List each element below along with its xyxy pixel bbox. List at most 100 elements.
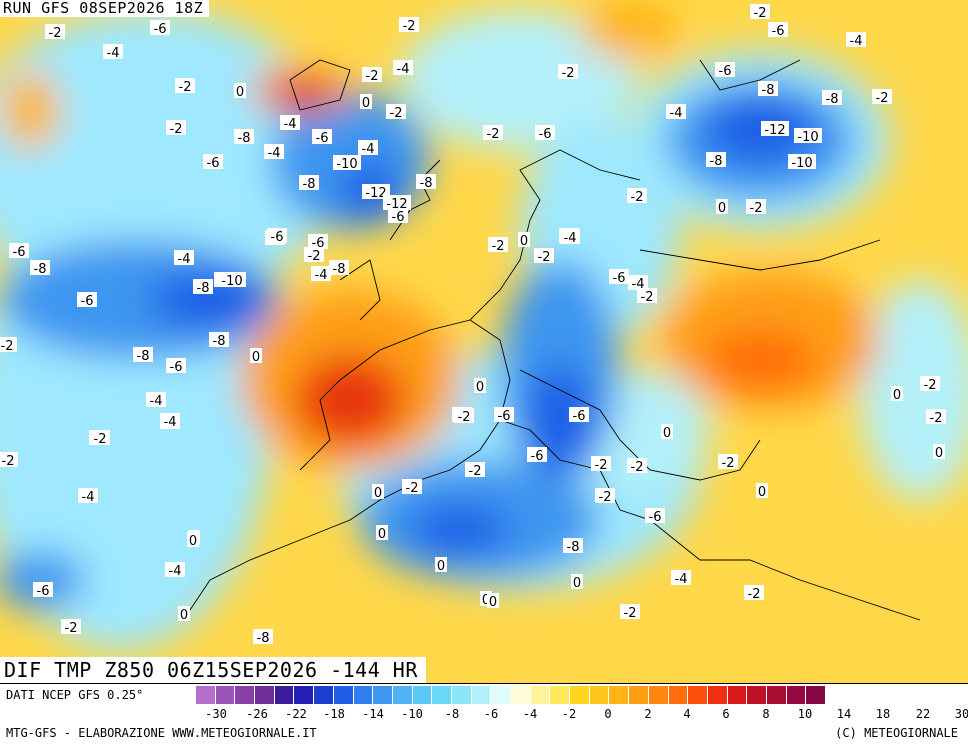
contour-value-label: -4: [358, 140, 378, 157]
color-swatch: [511, 686, 531, 704]
svg-text:-8: -8: [303, 177, 316, 192]
color-swatch: [570, 686, 590, 704]
contour-value-label: -4: [560, 229, 580, 246]
contour-value-label: -6: [715, 62, 735, 79]
svg-text:0: 0: [189, 534, 197, 549]
svg-text:-2: -2: [754, 6, 767, 21]
color-scale-tick-label: -18: [323, 707, 345, 721]
svg-text:0: 0: [663, 426, 671, 441]
contour-value-label: -2: [627, 188, 647, 205]
color-swatch: [235, 686, 256, 704]
contour-value-label: 0: [376, 525, 388, 542]
svg-text:-4: -4: [150, 394, 163, 409]
svg-text:0: 0: [476, 380, 484, 395]
contour-value-label: -2: [534, 248, 554, 265]
contour-value-label: -2: [386, 104, 406, 121]
color-swatch: [530, 686, 551, 704]
svg-text:-2: -2: [562, 66, 575, 81]
svg-text:0: 0: [362, 96, 370, 111]
svg-text:-2: -2: [403, 19, 416, 34]
svg-text:-2: -2: [631, 190, 644, 205]
svg-text:-2: -2: [750, 201, 763, 216]
color-swatch: [294, 686, 315, 704]
contour-value-label: -2: [620, 604, 640, 621]
svg-text:0: 0: [180, 608, 188, 623]
color-scale-tick-label: -10: [401, 707, 423, 721]
svg-text:0: 0: [252, 350, 260, 365]
svg-text:-4: -4: [164, 415, 177, 430]
svg-text:-4: -4: [362, 142, 375, 157]
color-scale-tick-label: 22: [915, 707, 931, 721]
svg-text:-2: -2: [469, 464, 482, 479]
svg-text:-6: -6: [772, 24, 785, 39]
svg-text:-2: -2: [641, 290, 654, 305]
contour-value-label: 0: [178, 606, 190, 623]
color-swatch: [215, 686, 236, 704]
contour-value-label: -2: [488, 237, 508, 254]
svg-text:-4: -4: [284, 117, 297, 132]
contour-value-label: -4: [280, 115, 300, 132]
color-swatch: [255, 686, 275, 704]
svg-text:-4: -4: [397, 62, 410, 77]
svg-text:-4: -4: [82, 490, 95, 505]
contour-value-label: -10: [794, 128, 822, 145]
contour-value-label: 0: [435, 557, 447, 574]
contour-value-label: -8: [209, 332, 229, 349]
run-title: RUN GFS 08SEP2026 18Z: [0, 0, 210, 17]
svg-text:0: 0: [489, 595, 497, 610]
contour-value-label: -2: [746, 199, 766, 216]
svg-text:-8: -8: [137, 349, 150, 364]
svg-text:-4: -4: [178, 252, 191, 267]
color-swatch: [451, 686, 472, 704]
color-swatch: [196, 686, 216, 704]
contour-value-label: -4: [393, 60, 413, 77]
svg-text:-8: -8: [567, 540, 580, 555]
svg-text:-10: -10: [791, 156, 812, 171]
color-scale-tick-label: -14: [362, 707, 384, 721]
contour-value-label: 0: [474, 378, 486, 395]
contour-value-label: -6: [9, 243, 29, 260]
contour-value-label: -6: [388, 208, 408, 225]
contour-value-label: -4: [146, 392, 166, 409]
svg-text:-6: -6: [207, 156, 220, 171]
color-swatch: [353, 686, 374, 704]
contour-value-label: -6: [609, 269, 629, 286]
contour-value-label: -2: [591, 456, 611, 473]
svg-text:-2: -2: [487, 127, 500, 142]
svg-text:0: 0: [893, 388, 901, 403]
footer-copyright: (C) METEOGIORNALE: [835, 726, 958, 740]
color-swatch: [727, 686, 748, 704]
svg-text:-8: -8: [213, 334, 226, 349]
contour-value-label: 0: [518, 232, 530, 249]
svg-text:-8: -8: [197, 281, 210, 296]
color-swatch: [648, 686, 669, 704]
color-swatch: [688, 686, 708, 704]
svg-text:-4: -4: [564, 231, 577, 246]
svg-text:-6: -6: [271, 230, 284, 245]
svg-text:-8: -8: [826, 92, 839, 107]
svg-text:-2: -2: [366, 69, 379, 84]
contour-value-label: -2: [558, 64, 578, 81]
contour-value-label: -2: [45, 24, 65, 41]
contour-value-label: -2: [175, 78, 195, 95]
svg-text:-2: -2: [170, 122, 183, 137]
contour-value-label: -8: [758, 81, 778, 98]
color-scale-tick-label: -4: [522, 707, 538, 721]
svg-text:-4: -4: [169, 564, 182, 579]
svg-text:0: 0: [437, 559, 445, 574]
svg-text:-2: -2: [876, 91, 889, 106]
contour-value-label: -2: [61, 619, 81, 636]
contour-value-label: -4: [628, 275, 648, 292]
color-swatch: [589, 686, 610, 704]
svg-text:-2: -2: [930, 411, 943, 426]
svg-text:-6: -6: [37, 584, 50, 599]
svg-text:-6: -6: [498, 409, 511, 424]
contour-value-label: -8: [253, 629, 273, 646]
contour-value-label: -6: [267, 228, 287, 245]
svg-text:-6: -6: [719, 64, 732, 79]
contour-value-label: -4: [666, 104, 686, 121]
svg-text:-8: -8: [420, 176, 433, 191]
svg-text:-12: -12: [365, 186, 386, 201]
svg-text:-2: -2: [49, 26, 62, 41]
svg-text:-2: -2: [308, 249, 321, 264]
